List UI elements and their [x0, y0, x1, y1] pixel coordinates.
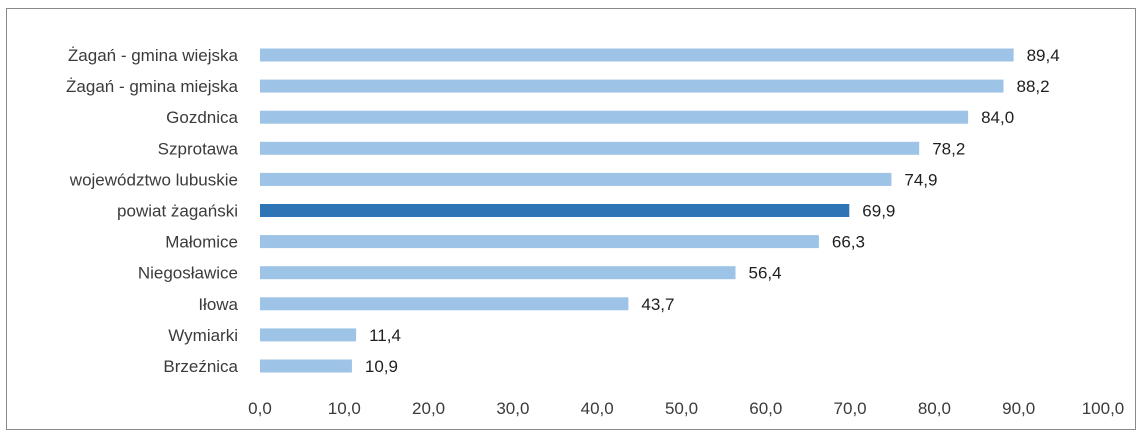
value-label: 89,4 — [1027, 46, 1060, 65]
value-label: 84,0 — [981, 108, 1014, 127]
bar-szprotawa — [260, 141, 920, 155]
chart-frame — [6, 8, 1136, 430]
value-label: 11,4 — [369, 326, 401, 345]
value-label: 43,7 — [641, 295, 674, 314]
x-axis-tick-labels: 0,0 10,0 20,0 30,0 40,0 50,0 60,0 70,0 80,0 90,0 1… — [248, 399, 1124, 418]
x-tick-label: 50,0 — [665, 399, 698, 418]
x-tick-label: 40,0 — [581, 399, 614, 418]
x-tick-label: 90,0 — [1002, 399, 1035, 418]
x-tick-label: 0,0 — [248, 399, 272, 418]
category-label: Iłowa — [198, 295, 238, 314]
value-label: 88,2 — [1017, 77, 1050, 96]
x-tick-label: 80,0 — [918, 399, 951, 418]
x-tick-label: 70,0 — [834, 399, 867, 418]
bar-zagan-gmina-miejska — [260, 79, 1004, 93]
category-label: województwo lubuskie — [69, 170, 238, 189]
bar-zagan-gmina-wiejska — [260, 48, 1014, 62]
value-label: 74,9 — [904, 170, 937, 189]
value-label: 69,9 — [862, 202, 895, 221]
x-tick-label: 10,0 — [328, 399, 361, 418]
x-tick-label: 100,0 — [1082, 399, 1125, 418]
category-label: Małomice — [165, 233, 238, 252]
value-label: 56,4 — [749, 264, 782, 283]
x-tick-label: 60,0 — [749, 399, 782, 418]
category-label: Brzeźnica — [163, 357, 238, 376]
category-label: Szprotawa — [158, 139, 239, 158]
category-labels: Żagań - gmina wiejska Żagań - gmina miejs… — [66, 46, 239, 376]
bar-niegoslawice — [260, 266, 736, 280]
value-labels: 89,4 88,284,0 78,2 74,9 69,9 66,3 56,4 43,7 11,4… — [365, 46, 1060, 376]
bar-brzeznica — [260, 359, 352, 373]
category-label: Wymiarki — [168, 326, 238, 345]
x-tick-label: 20,0 — [412, 399, 445, 418]
x-tick-label: 30,0 — [496, 399, 529, 418]
value-label: 10,9 — [365, 357, 398, 376]
bar-powiat-zaganski — [260, 204, 850, 217]
bar-wymiarki — [260, 328, 357, 342]
category-label: Gozdnica — [166, 108, 238, 127]
category-label: Niegosławice — [138, 264, 238, 283]
category-label: powiat żagański — [117, 202, 238, 221]
category-label: Żagań - gmina wiejska — [68, 46, 239, 65]
value-label: 78,2 — [932, 139, 965, 158]
bar-malomice — [260, 235, 819, 249]
category-label: Żagań - gmina miejska — [66, 77, 239, 96]
bar-gozdnica — [260, 110, 969, 124]
value-label: 66,3 — [832, 233, 865, 252]
bar-wojewodztwo-lubuskie — [260, 172, 892, 186]
bars-group — [260, 48, 1014, 373]
bar-ilowa — [260, 297, 629, 311]
